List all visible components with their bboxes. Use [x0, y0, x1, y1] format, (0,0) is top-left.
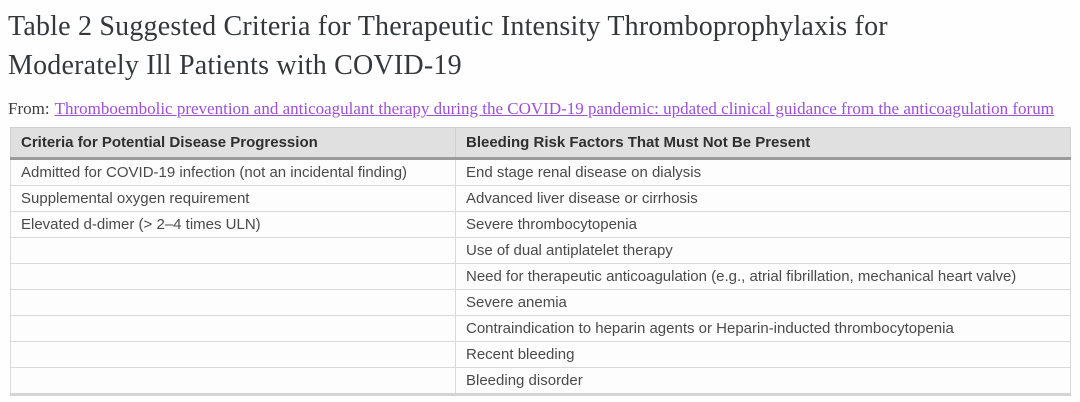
- table-row: Supplemental oxygen requirement Advanced …: [10, 185, 1071, 212]
- table-row: Need for therapeutic anticoagulation (e.…: [10, 263, 1071, 290]
- bleeding-risk-cell: Advanced liver disease or cirrhosis: [455, 185, 1071, 212]
- bleeding-risk-cell: Severe anemia: [455, 289, 1071, 316]
- bleeding-risk-cell: Contraindication to heparin agents or He…: [455, 315, 1071, 342]
- bleeding-risk-cell: Recent bleeding: [455, 341, 1071, 368]
- criteria-cell: [10, 263, 456, 290]
- table-header-row: Criteria for Potential Disease Progressi…: [10, 127, 1071, 160]
- table-row: Elevated d-dimer (> 2–4 times ULN) Severe…: [10, 211, 1071, 238]
- table-row: Admitted for COVID-19 infection (not an …: [10, 158, 1071, 186]
- table-row: Recent bleeding: [10, 341, 1071, 368]
- source-prefix-label: From:: [8, 99, 50, 118]
- bleeding-risk-cell: Severe thrombocytopenia: [455, 211, 1071, 238]
- criteria-cell: [10, 367, 456, 395]
- source-citation: From: Thromboembolic prevention and antic…: [0, 85, 1080, 119]
- criteria-cell: Admitted for COVID-19 infection (not an …: [10, 158, 456, 186]
- page-title-line-2: Moderately Ill Patients with COVID-19: [8, 50, 462, 81]
- column-header-criteria: Criteria for Potential Disease Progressi…: [10, 127, 456, 160]
- bleeding-risk-cell: Use of dual antiplatelet therapy: [455, 237, 1071, 264]
- table-row: Use of dual antiplatelet therapy: [10, 237, 1071, 264]
- table-body: Admitted for COVID-19 infection (not an …: [10, 158, 1071, 395]
- criteria-table: Criteria for Potential Disease Progressi…: [10, 127, 1071, 396]
- criteria-cell: Supplemental oxygen requirement: [10, 185, 456, 212]
- bleeding-risk-cell: End stage renal disease on dialysis: [455, 158, 1071, 186]
- criteria-cell: [10, 315, 456, 342]
- page-title: Table 2 Suggested Criteria for Therapeut…: [0, 0, 1080, 85]
- bleeding-risk-cell: Need for therapeutic anticoagulation (e.…: [455, 263, 1071, 290]
- source-article-link[interactable]: Thromboembolic prevention and anticoagul…: [54, 99, 1054, 118]
- table-row: Bleeding disorder: [10, 367, 1071, 395]
- table-row: Severe anemia: [10, 289, 1071, 316]
- criteria-cell: [10, 289, 456, 316]
- criteria-cell: Elevated d-dimer (> 2–4 times ULN): [10, 211, 456, 238]
- bleeding-risk-cell: Bleeding disorder: [455, 367, 1071, 395]
- criteria-cell: [10, 341, 456, 368]
- column-header-bleeding-risk: Bleeding Risk Factors That Must Not Be P…: [455, 127, 1071, 160]
- table-row: Contraindication to heparin agents or He…: [10, 315, 1071, 342]
- criteria-cell: [10, 237, 456, 264]
- page-title-line-1: Table 2 Suggested Criteria for Therapeut…: [8, 11, 888, 42]
